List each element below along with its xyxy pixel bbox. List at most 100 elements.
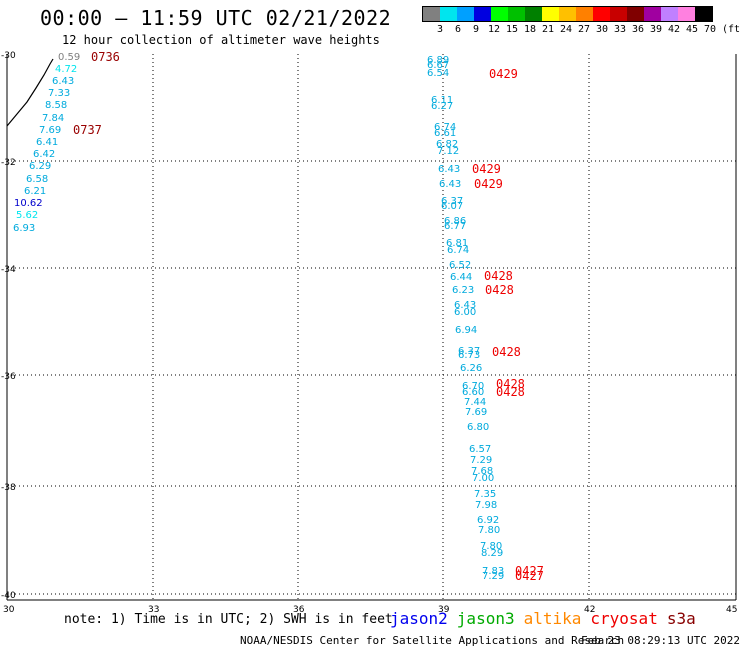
legend-label: 9 bbox=[472, 24, 480, 35]
legend-label: 3 bbox=[436, 24, 444, 35]
pass-time-label: 0428 bbox=[496, 385, 525, 399]
satellite-altika: altika bbox=[523, 609, 582, 628]
wave-height-label: 7.29 bbox=[470, 455, 492, 466]
wave-height-label: 6.77 bbox=[444, 221, 466, 232]
wave-height-label: 6.52 bbox=[449, 260, 471, 271]
legend-swatch bbox=[610, 7, 627, 21]
credit-text: NOAA/NESDIS Center for Satellite Applica… bbox=[240, 634, 625, 647]
legend-swatch bbox=[440, 7, 457, 21]
legend-swatch bbox=[559, 7, 576, 21]
legend-label: 15 bbox=[505, 24, 519, 35]
legend-label: 39 bbox=[649, 24, 663, 35]
footer-note: note: 1) Time is in UTC; 2) SWH is in fe… bbox=[64, 612, 393, 627]
wave-height-label: 6.80 bbox=[467, 422, 489, 433]
legend-label: 6 bbox=[454, 24, 462, 35]
x-axis-label: 45 bbox=[726, 605, 737, 615]
satellite-s3a: s3a bbox=[666, 609, 696, 628]
x-axis-label: 33 bbox=[148, 605, 159, 615]
axis-labels: -30 -32 -34 -36 -38 -40 30 33 36 39 42 45 bbox=[1, 51, 737, 615]
wave-height-label: 6.60 bbox=[462, 387, 484, 398]
pass-time-label: 0429 bbox=[472, 162, 501, 176]
wave-height-label: 0.59 bbox=[58, 52, 80, 63]
wave-height-label: 7.68 bbox=[471, 466, 493, 477]
wave-height-label: 7.29 bbox=[482, 571, 504, 582]
legend-swatch bbox=[644, 7, 661, 21]
legend-swatch bbox=[576, 7, 593, 21]
wave-height-label: 6.29 bbox=[29, 161, 51, 172]
x-axis-label: 30 bbox=[3, 605, 15, 615]
wave-height-label: 6.70 bbox=[462, 381, 484, 392]
x-axis-label: 42 bbox=[584, 605, 595, 615]
satellite-jason2: jason2 bbox=[390, 609, 448, 628]
wave-height-label: 6.93 bbox=[13, 223, 35, 234]
coastline bbox=[6, 58, 54, 127]
legend-swatch bbox=[542, 7, 559, 21]
wave-height-label: 5.62 bbox=[16, 210, 38, 221]
pass-time-label: 0428 bbox=[485, 283, 514, 297]
wave-height-label: 6.07 bbox=[441, 201, 463, 212]
legend-label: 70 bbox=[703, 24, 717, 35]
page-subtitle: 12 hour collection of altimeter wave hei… bbox=[62, 33, 380, 47]
wave-height-label: 6.00 bbox=[454, 307, 476, 318]
wave-height-label: 7.84 bbox=[42, 113, 64, 124]
legend-swatch bbox=[678, 7, 695, 21]
wave-height-label: 6.11 bbox=[431, 95, 453, 106]
pass-time-label: 0427 bbox=[515, 569, 544, 583]
wave-height-label: 6.74 bbox=[447, 245, 469, 256]
wave-height-label: 6.86 bbox=[444, 216, 466, 227]
wave-height-label: 6.43 bbox=[439, 179, 461, 190]
x-axis-label: 36 bbox=[293, 605, 305, 615]
legend-swatch bbox=[491, 7, 508, 21]
wave-height-label: 7.80 bbox=[478, 525, 500, 536]
legend-label: 27 bbox=[577, 24, 591, 35]
legend-label: 21 bbox=[541, 24, 555, 35]
wave-height-label: 6.26 bbox=[460, 363, 482, 374]
y-axis-label: -40 bbox=[1, 591, 16, 601]
wave-height-label: 7.35 bbox=[474, 489, 496, 500]
wave-height-label: 7.80 bbox=[480, 541, 502, 552]
wave-height-label: 6.27 bbox=[431, 101, 453, 112]
wave-height-label: 6.81 bbox=[446, 238, 468, 249]
observation-labels: 0.594.726.437.338.587.847.696.416.426.29… bbox=[13, 50, 544, 583]
wave-height-label: 7.98 bbox=[475, 500, 497, 511]
y-axis-label: -32 bbox=[1, 158, 16, 168]
wave-height-label: 10.62 bbox=[14, 198, 43, 209]
y-axis-label: -38 bbox=[1, 483, 16, 493]
wave-height-label: 6.92 bbox=[477, 515, 499, 526]
wave-height-label: 6.43 bbox=[454, 300, 476, 311]
pass-time-label: 0428 bbox=[484, 269, 513, 283]
pass-time-label: 0428 bbox=[496, 377, 525, 391]
wave-height-label: 6.42 bbox=[33, 149, 55, 160]
pass-time-label: 0429 bbox=[474, 177, 503, 191]
y-axis-label: -36 bbox=[1, 372, 16, 382]
wave-height-label: 6.67 bbox=[427, 60, 449, 71]
satellite-cryosat: cryosat bbox=[590, 609, 658, 628]
wave-height-label: 8.58 bbox=[45, 100, 67, 111]
satellite-legend: jason2 jason3 altika cryosat s3a bbox=[390, 609, 705, 628]
pass-time-label: 0429 bbox=[489, 67, 518, 81]
legend-swatch bbox=[508, 7, 525, 21]
wave-height-label: 6.74 bbox=[434, 122, 456, 133]
legend-label: 18 bbox=[523, 24, 537, 35]
legend-swatch bbox=[627, 7, 644, 21]
satellite-jason3: jason3 bbox=[456, 609, 515, 628]
wave-height-label: 6.23 bbox=[452, 285, 474, 296]
wave-height-label: 6.43 bbox=[52, 76, 74, 87]
wave-height-label: 8.29 bbox=[481, 548, 503, 559]
legend-label: 36 bbox=[631, 24, 645, 35]
wave-height-label: 7.33 bbox=[48, 88, 70, 99]
legend-swatch bbox=[474, 7, 491, 21]
wave-height-label: 6.37 bbox=[458, 346, 480, 357]
wave-height-label: 6.44 bbox=[450, 272, 472, 283]
wave-height-label: 6.37 bbox=[441, 196, 463, 207]
legend-label: 12 bbox=[487, 24, 501, 35]
legend-label: 24 bbox=[559, 24, 573, 35]
wave-height-label: 6.41 bbox=[36, 137, 58, 148]
wave-height-label: 6.54 bbox=[427, 68, 449, 79]
pass-time-label: 0737 bbox=[73, 123, 102, 137]
legend-swatch bbox=[525, 7, 542, 21]
wave-height-label: 6.89 bbox=[427, 55, 449, 66]
